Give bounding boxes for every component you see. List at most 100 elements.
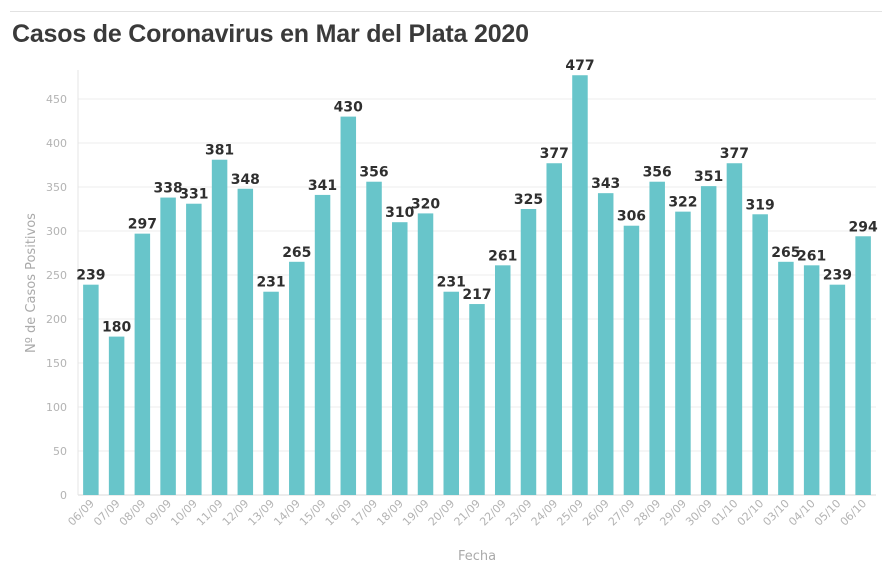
bar	[108, 336, 125, 495]
data-label: 297	[128, 217, 157, 233]
bar	[597, 193, 614, 495]
bar	[752, 214, 768, 495]
data-label: 217	[462, 287, 491, 303]
bar	[237, 188, 254, 495]
y-axis-ticks: 0 50 100 150 200 250 300 350 400 450	[46, 93, 67, 502]
data-label: 381	[205, 143, 234, 159]
data-label: 356	[359, 165, 388, 181]
bar	[572, 75, 588, 496]
x-tick-label: 30/09	[683, 497, 715, 529]
y-axis-label: Nº de Casos Positivos	[24, 213, 39, 353]
bar	[675, 211, 691, 495]
y-tick-label: 350	[46, 181, 67, 194]
bar	[392, 222, 408, 495]
x-tick-label: 23/09	[503, 497, 535, 529]
x-tick-label: 25/09	[554, 497, 586, 529]
x-tick-label: 24/09	[529, 497, 561, 529]
x-tick-label: 06/09	[65, 497, 97, 529]
data-label: 377	[540, 146, 569, 162]
bar	[546, 163, 562, 496]
x-tick-label: 21/09	[452, 497, 484, 529]
data-label: 180	[102, 320, 131, 336]
bar	[700, 186, 717, 495]
bar	[778, 261, 794, 495]
data-label: 261	[488, 248, 517, 264]
data-label: 306	[617, 209, 646, 225]
y-tick-label: 300	[46, 225, 67, 238]
data-label: 348	[231, 172, 260, 188]
bar	[366, 181, 382, 495]
bar	[160, 197, 176, 495]
x-tick-label: 14/09	[271, 497, 303, 529]
y-tick-label: 100	[46, 401, 67, 414]
x-tick-label: 11/09	[194, 497, 226, 529]
x-axis-ticks: 06/0907/0908/0909/0910/0911/0912/0913/09…	[65, 497, 869, 529]
bar	[494, 265, 511, 495]
bar	[289, 261, 305, 495]
y-tick-label: 400	[46, 137, 67, 150]
bar	[469, 304, 485, 495]
bar	[83, 284, 99, 495]
data-label: 265	[771, 245, 800, 261]
x-tick-label: 03/10	[760, 497, 792, 529]
data-label: 261	[797, 248, 826, 264]
bar	[417, 213, 434, 495]
x-tick-label: 15/09	[297, 497, 329, 529]
data-label: 356	[643, 165, 672, 181]
x-axis-label: Fecha	[458, 549, 496, 564]
bar	[211, 159, 228, 495]
data-label: 341	[308, 178, 337, 194]
y-tick-label: 150	[46, 357, 67, 370]
x-tick-label: 05/10	[812, 497, 844, 529]
x-tick-label: 06/10	[838, 497, 870, 529]
bar	[649, 181, 665, 495]
data-label: 310	[385, 205, 414, 221]
data-label: 331	[179, 187, 208, 203]
y-tick-label: 250	[46, 269, 67, 282]
grid-lines	[77, 70, 876, 496]
data-label: 343	[591, 176, 620, 192]
bar	[829, 284, 846, 495]
x-tick-label: 01/10	[709, 497, 741, 529]
x-tick-label: 07/09	[91, 497, 123, 529]
bar	[314, 194, 331, 496]
data-label: 320	[411, 196, 440, 212]
x-tick-label: 08/09	[117, 497, 149, 529]
x-tick-label: 09/09	[143, 497, 175, 529]
bar	[855, 236, 871, 495]
data-label: 322	[668, 195, 697, 211]
x-tick-label: 10/09	[168, 497, 200, 529]
top-divider	[10, 11, 882, 12]
bar	[443, 291, 460, 495]
y-tick-label: 450	[46, 93, 67, 106]
y-tick-label: 200	[46, 313, 67, 326]
x-tick-label: 20/09	[426, 497, 458, 529]
bar	[726, 163, 743, 496]
chart-title: Casos de Coronavirus en Mar del Plata 20…	[12, 20, 529, 48]
x-tick-label: 16/09	[323, 497, 355, 529]
bar	[803, 265, 820, 495]
data-label: 265	[282, 245, 311, 261]
x-tick-label: 28/09	[632, 497, 664, 529]
bar	[186, 203, 202, 495]
bar	[623, 225, 640, 495]
x-tick-label: 12/09	[220, 497, 252, 529]
data-label: 231	[256, 275, 285, 291]
x-tick-label: 26/09	[580, 497, 612, 529]
x-tick-label: 22/09	[477, 497, 509, 529]
bar	[263, 291, 279, 495]
x-tick-label: 17/09	[349, 497, 381, 529]
data-label: 239	[823, 268, 852, 284]
data-label: 231	[437, 275, 466, 291]
data-label: 294	[849, 219, 878, 235]
data-label: 239	[76, 268, 105, 284]
x-tick-label: 02/10	[735, 497, 767, 529]
x-tick-label: 18/09	[374, 497, 406, 529]
y-tick-label: 0	[60, 489, 67, 502]
bar	[340, 116, 357, 495]
bars	[83, 75, 871, 496]
data-label: 325	[514, 192, 543, 208]
x-tick-label: 19/09	[400, 497, 432, 529]
data-label: 319	[746, 197, 775, 213]
